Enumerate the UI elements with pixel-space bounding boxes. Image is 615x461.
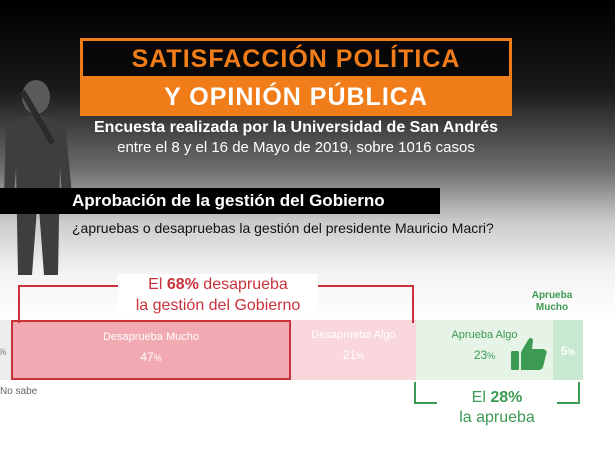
section-bar [0, 188, 440, 214]
segment-value-pct: % [567, 347, 576, 357]
approve-summary: El 28% la aprueba [437, 388, 557, 428]
segment-value-number: 21 [342, 348, 357, 362]
disapprove-pct: 68% [166, 276, 199, 293]
thumbs-up-icon [511, 338, 547, 370]
disapprove-pre: El [148, 276, 167, 293]
stacked-bar: 4% Desaprueba Mucho 47% Desaprueba Algo 21% A… [0, 320, 615, 380]
segment-value-number: 5 [560, 344, 568, 358]
segment-value-pct: % [153, 353, 162, 363]
title-line-2: Y OPINIÓN PÚBLICA [80, 79, 512, 116]
approve-pre: El [471, 389, 491, 406]
disapprove-post: desaprueba [198, 276, 288, 293]
bar-segment: 5% [553, 320, 583, 380]
bar-segment: 4% [0, 320, 11, 380]
segment-value: 21% [291, 348, 416, 363]
segment-value: 5% [553, 344, 583, 359]
bar-segment: Desaprueba Mucho 47% [11, 320, 291, 380]
approve-much-label-1: Aprueba [531, 290, 573, 301]
chart-subtitle: ¿apruebas o desapruebas la gestión del p… [72, 220, 494, 236]
title-line-1: SATISFACCIÓN POLÍTICA [80, 38, 512, 79]
segment-value-pct: % [487, 351, 496, 361]
segment-value-pct: % [356, 351, 365, 361]
segment-value: 4% [0, 344, 11, 359]
survey-info-line-1: Encuesta realizada por la Universidad de… [94, 119, 498, 136]
segment-value: 23% [416, 348, 553, 363]
segment-label: Desaprueba Mucho [102, 331, 199, 343]
survey-info-line-2: entre el 8 y el 16 de Mayo de 2019, sobr… [117, 139, 475, 156]
approve-line-2: la aprueba [459, 409, 535, 426]
no-sabe-label: No sabe [0, 386, 38, 397]
approve-pct: 28% [490, 389, 523, 406]
segment-label: Desaprueba Algo [311, 329, 396, 341]
segment-value: 47% [13, 350, 289, 365]
segment-value-number: 47 [140, 350, 154, 364]
title-box: SATISFACCIÓN POLÍTICA Y OPINIÓN PÚBLICA [80, 38, 512, 116]
segment-value-pct: % [0, 347, 6, 357]
segment-label: Aprueba Algo [451, 329, 518, 341]
disapprove-line-2: la gestión del Gobierno [135, 297, 301, 314]
disapprove-summary: El 68% desaprueba la gestión del Gobiern… [118, 274, 318, 316]
segment-value-number: 23 [473, 348, 488, 362]
bar-segment: Desaprueba Algo 21% [291, 320, 416, 380]
person-photo [4, 80, 72, 275]
approve-much-label: Aprueba Mucho [522, 290, 582, 314]
chart-title: Aprobación de la gestión del Gobierno [72, 191, 385, 210]
approve-much-label-2: Mucho [535, 302, 569, 313]
